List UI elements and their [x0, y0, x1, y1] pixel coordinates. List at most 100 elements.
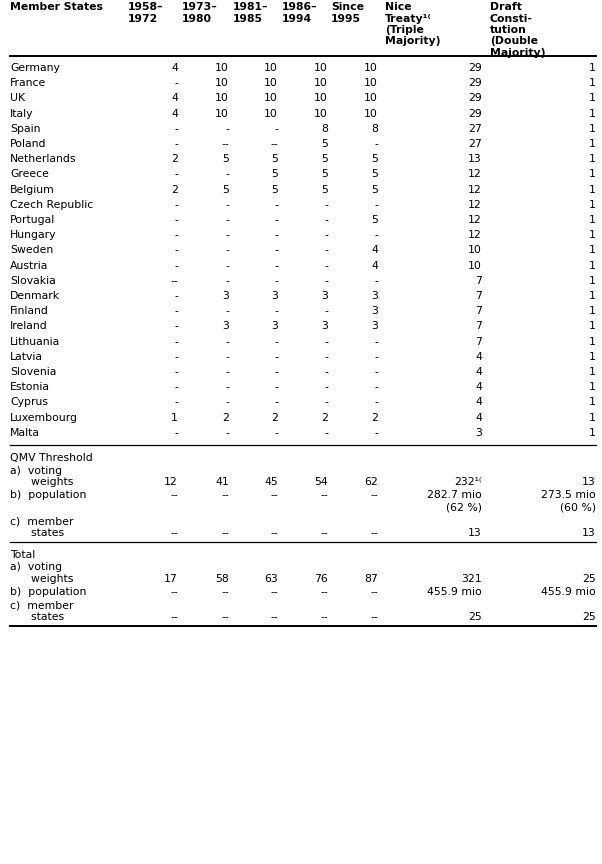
Text: 10: 10	[264, 63, 278, 73]
Text: -: -	[174, 79, 178, 88]
Text: 321: 321	[461, 574, 482, 583]
Text: 25: 25	[582, 612, 596, 622]
Text: --: --	[170, 491, 178, 500]
Text: -: -	[324, 215, 328, 225]
Text: -: -	[174, 169, 178, 180]
Text: 1: 1	[589, 109, 596, 118]
Text: 13: 13	[582, 477, 596, 487]
Text: 1: 1	[589, 428, 596, 438]
Text: 1: 1	[589, 306, 596, 316]
Text: -: -	[225, 306, 229, 316]
Text: -: -	[274, 124, 278, 134]
Text: -: -	[225, 367, 229, 377]
Text: 3: 3	[475, 428, 482, 438]
Text: -: -	[225, 337, 229, 346]
Text: Majority): Majority)	[385, 36, 441, 47]
Text: Draft: Draft	[490, 2, 522, 12]
Text: 4: 4	[171, 63, 178, 73]
Text: -: -	[374, 367, 378, 377]
Text: Slovenia: Slovenia	[10, 367, 57, 377]
Text: -: -	[274, 352, 278, 362]
Text: --: --	[222, 612, 229, 622]
Text: Netherlands: Netherlands	[10, 154, 76, 164]
Text: 10: 10	[314, 93, 328, 104]
Text: 2: 2	[171, 154, 178, 164]
Text: 282.7 mio: 282.7 mio	[427, 491, 482, 500]
Text: c)  member: c) member	[10, 517, 73, 526]
Text: -: -	[374, 200, 378, 210]
Text: Since: Since	[331, 2, 364, 12]
Text: -: -	[324, 230, 328, 240]
Text: 7: 7	[475, 276, 482, 286]
Text: 8: 8	[321, 124, 328, 134]
Text: 12: 12	[468, 215, 482, 225]
Text: 13: 13	[582, 528, 596, 538]
Text: 1973–: 1973–	[182, 2, 218, 12]
Text: 10: 10	[264, 79, 278, 88]
Text: 2: 2	[371, 413, 378, 422]
Text: Hungary: Hungary	[10, 230, 57, 240]
Text: Poland: Poland	[10, 139, 46, 149]
Text: -: -	[374, 230, 378, 240]
Text: --: --	[320, 612, 328, 622]
Text: 1: 1	[589, 245, 596, 256]
Text: -: -	[374, 337, 378, 346]
Text: France: France	[10, 79, 46, 88]
Text: 1: 1	[589, 63, 596, 73]
Text: Consti-: Consti-	[490, 14, 533, 23]
Text: Luxembourg: Luxembourg	[10, 413, 78, 422]
Text: 1: 1	[589, 321, 596, 332]
Text: 3: 3	[321, 291, 328, 301]
Text: 5: 5	[222, 185, 229, 194]
Text: -: -	[225, 245, 229, 256]
Text: 17: 17	[164, 574, 178, 583]
Text: --: --	[270, 612, 278, 622]
Text: 7: 7	[475, 321, 482, 332]
Text: 3: 3	[371, 306, 378, 316]
Text: -: -	[174, 124, 178, 134]
Text: 1: 1	[589, 276, 596, 286]
Text: 12: 12	[468, 200, 482, 210]
Text: 1: 1	[589, 352, 596, 362]
Text: states: states	[10, 612, 64, 622]
Text: -: -	[324, 306, 328, 316]
Text: (60 %): (60 %)	[560, 502, 596, 512]
Text: -: -	[225, 428, 229, 438]
Text: 455.9 mio: 455.9 mio	[541, 587, 596, 597]
Text: --: --	[370, 491, 378, 500]
Text: -: -	[274, 276, 278, 286]
Text: weights: weights	[10, 477, 73, 487]
Text: Portugal: Portugal	[10, 215, 55, 225]
Text: -: -	[174, 337, 178, 346]
Text: 1: 1	[171, 413, 178, 422]
Text: b)  population: b) population	[10, 491, 86, 500]
Text: -: -	[374, 397, 378, 408]
Text: 62: 62	[364, 477, 378, 487]
Text: 2: 2	[222, 413, 229, 422]
Text: Member States: Member States	[10, 2, 103, 12]
Text: --: --	[270, 139, 278, 149]
Text: -: -	[174, 139, 178, 149]
Text: 4: 4	[371, 245, 378, 256]
Text: --: --	[222, 587, 229, 597]
Text: -: -	[174, 200, 178, 210]
Text: Spain: Spain	[10, 124, 40, 134]
Text: 2: 2	[271, 413, 278, 422]
Text: 10: 10	[314, 109, 328, 118]
Text: 3: 3	[371, 291, 378, 301]
Text: 5: 5	[321, 169, 328, 180]
Text: 4: 4	[475, 367, 482, 377]
Text: 10: 10	[314, 63, 328, 73]
Text: 5: 5	[371, 154, 378, 164]
Text: 5: 5	[321, 185, 328, 194]
Text: QMV Threshold: QMV Threshold	[10, 453, 93, 463]
Text: 2: 2	[321, 413, 328, 422]
Text: Slovakia: Slovakia	[10, 276, 56, 286]
Text: 3: 3	[222, 291, 229, 301]
Text: -: -	[274, 230, 278, 240]
Text: 273.5 mio: 273.5 mio	[541, 491, 596, 500]
Text: 1: 1	[589, 367, 596, 377]
Text: 3: 3	[271, 291, 278, 301]
Text: -: -	[225, 261, 229, 270]
Text: weights: weights	[10, 574, 73, 583]
